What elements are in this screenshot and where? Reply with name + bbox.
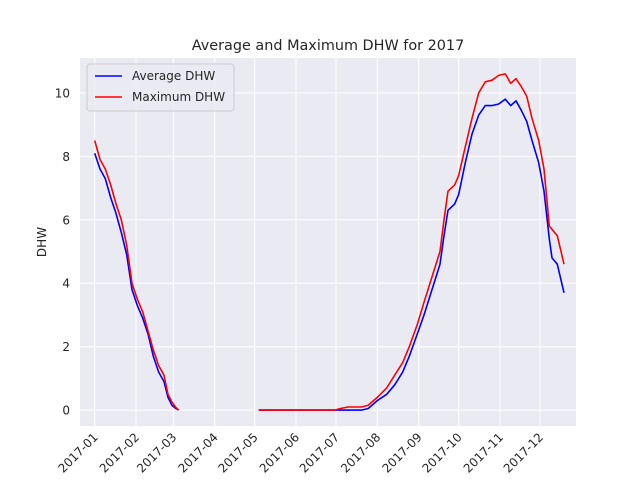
x-tick-label: 2017-08 (338, 430, 383, 475)
legend-label-average: Average DHW (132, 69, 215, 83)
x-tick-label: 2017-01 (55, 430, 100, 475)
series-line-average (258, 98, 565, 411)
series-line-average (93, 152, 180, 411)
series-line-maximum (258, 73, 565, 411)
plot-background (80, 58, 576, 426)
x-tick-label: 2017-04 (175, 430, 220, 475)
y-tick-label: 2 (62, 340, 70, 354)
y-axis-label: DHW (35, 227, 49, 257)
x-tick-label: 2017-07 (297, 430, 342, 475)
x-tick-label: 2017-06 (257, 430, 302, 475)
y-tick-label: 4 (62, 277, 70, 291)
x-tick-label: 2017-11 (461, 430, 506, 475)
x-tick-label: 2017-05 (215, 430, 260, 475)
y-tick-labels: 0 2 4 6 8 10 (55, 86, 70, 417)
y-tick-label: 6 (62, 213, 70, 227)
x-tick-label: 2017-09 (379, 430, 424, 475)
y-tick-label: 10 (55, 86, 70, 100)
chart-title: Average and Maximum DHW for 2017 (192, 38, 465, 54)
x-tick-label: 2017-03 (134, 430, 179, 475)
x-tick-label: 2017-12 (501, 430, 546, 475)
y-tick-label: 8 (62, 150, 70, 164)
series-line-maximum (93, 140, 180, 411)
legend: Average DHW Maximum DHW (86, 63, 235, 112)
x-tick-label: 2017-02 (97, 430, 142, 475)
legend-label-maximum: Maximum DHW (132, 90, 225, 104)
y-tick-label: 0 (62, 404, 70, 418)
x-tick-labels: 2017-012017-022017-032017-042017-052017-… (55, 430, 546, 475)
legend-box (86, 63, 235, 112)
series-lines (93, 73, 565, 411)
x-tick-label: 2017-10 (419, 430, 464, 475)
